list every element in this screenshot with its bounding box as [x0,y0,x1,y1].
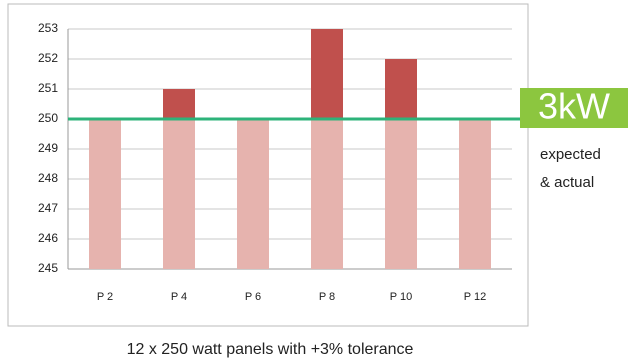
y-tick-label: 247 [38,201,58,215]
bar-segment [385,119,417,269]
x-tick-label: P 4 [171,291,187,303]
x-tick-label: P 6 [245,291,261,303]
y-tick-label: 245 [38,261,58,275]
x-tick-label: P 2 [97,291,113,303]
y-tick-label: 252 [38,51,58,65]
badge-box [520,88,628,128]
y-tick-label: 246 [38,231,58,245]
bar-segment [89,119,121,269]
y-tick-label: 250 [38,111,58,125]
caption: 12 x 250 watt panels with +3% tolerance [127,341,414,358]
badge-label: 3kW [538,86,610,127]
bar-segment [311,29,343,119]
y-tick-label: 249 [38,141,58,155]
bar-segment [163,119,195,269]
x-tick-label: P 12 [464,291,486,303]
bar-segment [163,89,195,119]
x-tick-label: P 10 [390,291,412,303]
y-tick-label: 251 [38,81,58,95]
x-tick-label: P 8 [319,291,335,303]
annotation: expected [540,146,601,163]
bar-segment [311,119,343,269]
bar-segment [459,119,491,269]
y-tick-label: 253 [38,21,58,35]
y-tick-label: 248 [38,171,58,185]
bar-segment [237,119,269,269]
annotation: & actual [540,174,594,191]
bar-segment [385,59,417,119]
